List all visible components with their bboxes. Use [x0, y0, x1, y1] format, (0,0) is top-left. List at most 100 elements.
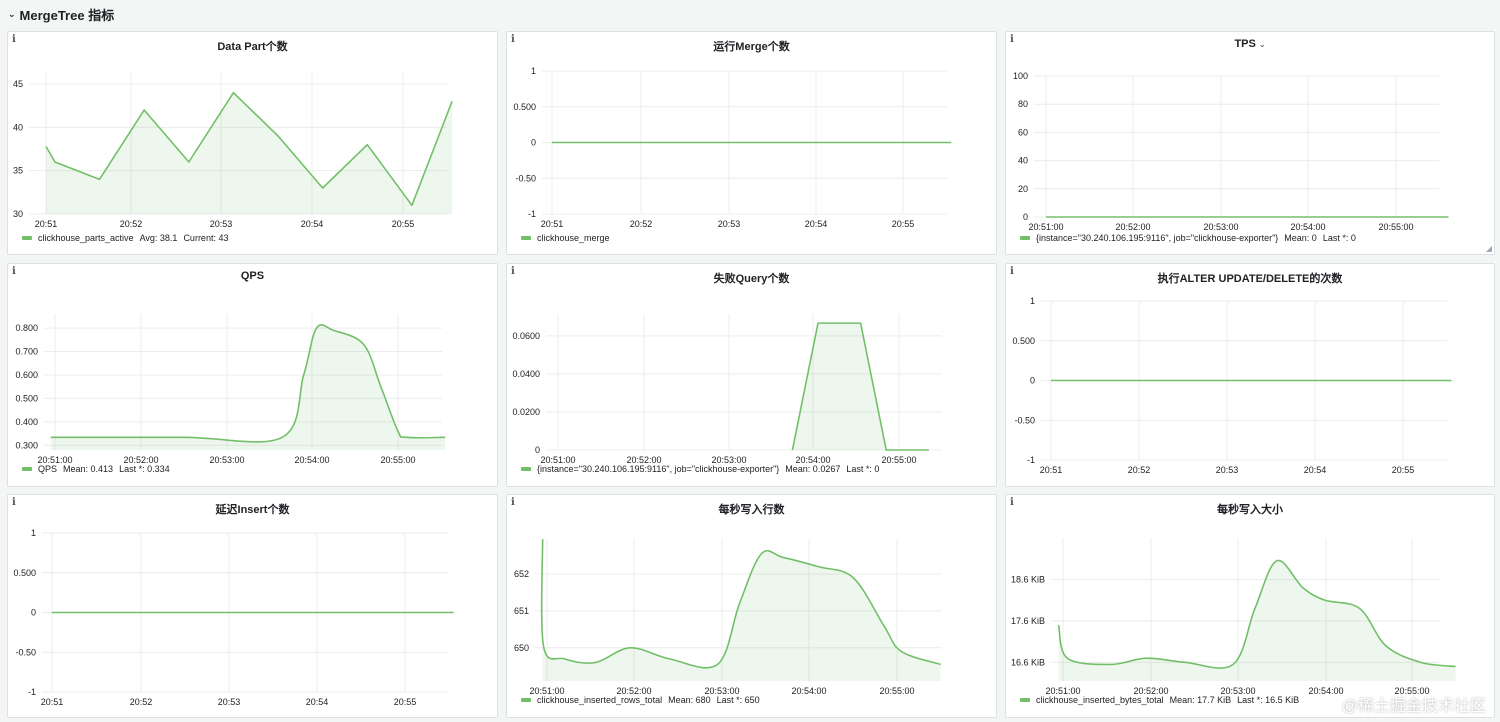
x-tick-label: 20:53:00	[704, 686, 739, 696]
legend-swatch	[521, 467, 531, 471]
y-tick-label: 0.0400	[512, 369, 540, 379]
panel-2[interactable]: i 运行Merge个数 1 0.500 0 -0.50 -1 20:51 20:52 20:53 2…	[506, 31, 997, 255]
y-tick-label: 650	[514, 643, 529, 653]
series-line	[791, 322, 929, 451]
x-tick-label: 20:54:00	[1290, 222, 1325, 232]
y-tick-label: 1	[531, 66, 536, 76]
legend-series-name[interactable]: {instance="30.240.106.195:9116", job="cl…	[1036, 233, 1279, 243]
y-tick-label: 20	[1018, 184, 1028, 194]
legend-series-name[interactable]: clickhouse_parts_active	[38, 233, 134, 243]
legend-stat: Mean: 0.0267	[785, 464, 841, 474]
y-tick-label: 0	[535, 445, 540, 455]
y-tick-label: 0	[31, 608, 36, 618]
panel-8[interactable]: i 每秒写入行数 652 651 650 20:51:00 20:52:00 20:53:00…	[506, 494, 997, 718]
info-icon[interactable]: i	[12, 34, 16, 45]
panel-title[interactable]: 每秒写入行数	[507, 501, 996, 517]
legend-stat: Mean: 680	[668, 695, 711, 705]
x-tick-label: 20:55:00	[879, 686, 914, 696]
series-area	[50, 324, 446, 450]
legend[interactable]: QPS Mean: 0.413 Last *: 0.334	[22, 464, 170, 474]
legend-series-name[interactable]: clickhouse_merge	[537, 233, 610, 243]
panel-9[interactable]: i 每秒写入大小 18.6 KiB 17.6 KiB 16.6 KiB 20:51:00 2…	[1005, 494, 1495, 718]
y-tick-label: 0.500	[513, 102, 536, 112]
panel-title[interactable]: Data Part个数	[8, 38, 497, 54]
legend-swatch	[22, 236, 32, 240]
chart-svg: 1 0.500 0 -0.50 -1 20:51 20:52 20:53 20:54 20:55	[1012, 296, 1452, 475]
y-tick-label: 0.0200	[512, 407, 540, 417]
panel-title[interactable]: TPS ⌄	[1006, 38, 1494, 50]
info-icon[interactable]: i	[1010, 497, 1014, 508]
x-tick-label: 20:54	[306, 697, 329, 707]
panel-6[interactable]: i 执行ALTER UPDATE/DELETE的次数 1 0.500 0 -0.50 -1 2…	[1005, 263, 1495, 487]
panel-4[interactable]: i QPS 0.800 0.700 0.600 0.500 0.400 0.300 20:51:…	[7, 263, 498, 487]
series-line	[50, 324, 446, 443]
x-tick-label: 20:51:00	[1045, 686, 1080, 696]
legend[interactable]: clickhouse_inserted_bytes_total Mean: 17.…	[1020, 695, 1299, 705]
legend-swatch	[521, 698, 531, 702]
legend-series-name[interactable]: clickhouse_inserted_rows_total	[537, 695, 663, 705]
legend-swatch	[1020, 698, 1030, 702]
x-tick-label: 20:52:00	[123, 455, 158, 465]
info-icon[interactable]: i	[511, 34, 515, 45]
legend-series-name[interactable]: {instance="30.240.106.195:9116", job="cl…	[537, 464, 780, 474]
info-icon[interactable]: i	[1010, 34, 1014, 45]
y-tick-label: 80	[1018, 99, 1028, 109]
x-tick-label: 20:52	[120, 219, 143, 229]
y-tick-label: 0	[1030, 376, 1035, 386]
panel-title[interactable]: 延迟Insert个数	[8, 501, 497, 517]
panel-title-text: 运行Merge个数	[713, 41, 790, 53]
x-tick-label: 20:54	[301, 219, 324, 229]
legend-swatch	[22, 467, 32, 471]
chart-svg: 1 0.500 0 -0.50 -1 20:51 20:52 20:53 20:54 20:55	[13, 528, 454, 707]
panel-1[interactable]: i Data Part个数 45 40 35 30 20:51 20:52 20:53 20:54…	[7, 31, 498, 255]
y-tick-label: 17.6 KiB	[1011, 616, 1045, 626]
panel-title[interactable]: 失败Query个数	[507, 270, 996, 286]
y-tick-label: 1	[1030, 296, 1035, 306]
info-icon[interactable]: i	[12, 266, 16, 277]
legend[interactable]: clickhouse_inserted_rows_total Mean: 680 L…	[521, 695, 760, 705]
y-tick-label: 18.6 KiB	[1011, 574, 1045, 584]
panel-title[interactable]: 运行Merge个数	[507, 38, 996, 54]
x-tick-label: 20:54:00	[791, 686, 826, 696]
y-tick-label: 30	[13, 209, 23, 219]
panel-title-text: QPS	[240, 270, 265, 282]
x-tick-label: 20:52:00	[626, 455, 661, 465]
chart-svg: 652 651 650 20:51:00 20:52:00 20:53:00 20:54:0…	[514, 538, 942, 696]
chart-svg: 1 0.500 0 -0.50 -1 20:51 20:52 20:53 20:54 20:55	[513, 66, 952, 229]
x-tick-label: 20:52:00	[616, 686, 651, 696]
y-tick-label: 0.500	[15, 393, 38, 403]
panel-title[interactable]: QPS	[8, 270, 497, 282]
x-tick-label: 20:53	[218, 697, 241, 707]
watermark: @稀土掘金技术社区	[1341, 698, 1486, 715]
panel-5[interactable]: i 失败Query个数 0.0600 0.0400 0.0200 0 20:51:00 20:…	[506, 263, 997, 487]
panel-title-text: 失败Query个数	[713, 273, 790, 285]
chart-svg: 45 40 35 30 20:51 20:52 20:53 20:54 20:55	[13, 71, 453, 229]
panel-3[interactable]: i TPS ⌄ 100 80 60 40 20 0 20:51:00 20:52:00 20:53:0…	[1005, 31, 1495, 255]
legend-series-name[interactable]: clickhouse_inserted_bytes_total	[1036, 695, 1164, 705]
x-tick-label: 20:51:00	[540, 455, 575, 465]
chevron-down-icon[interactable]: ⌄	[1258, 40, 1266, 49]
resize-handle-icon[interactable]: ◢	[1485, 244, 1492, 253]
panel-title[interactable]: 执行ALTER UPDATE/DELETE的次数	[1006, 270, 1494, 286]
legend[interactable]: {instance="30.240.106.195:9116", job="cl…	[1020, 233, 1356, 243]
row-header-mergetree[interactable]: ⌄ MergeTree 指标	[0, 0, 1500, 29]
info-icon[interactable]: i	[12, 497, 16, 508]
panel-title[interactable]: 每秒写入大小	[1006, 501, 1494, 517]
legend[interactable]: clickhouse_parts_active Avg: 38.1 Current:…	[22, 233, 228, 243]
legend[interactable]: {instance="30.240.106.195:9116", job="cl…	[521, 464, 879, 474]
x-tick-label: 20:54	[805, 219, 828, 229]
legend-stat: Last *: 0.334	[119, 464, 170, 474]
info-icon[interactable]: i	[511, 497, 515, 508]
info-icon[interactable]: i	[1010, 266, 1014, 277]
chart-svg: 0.0600 0.0400 0.0200 020:51:00 20:52:00 20:53…	[512, 314, 942, 465]
legend[interactable]: clickhouse_merge	[521, 233, 610, 243]
series-area	[792, 323, 929, 450]
panel-title-text: Data Part个数	[217, 41, 288, 53]
chevron-down-icon[interactable]: ⌄	[8, 9, 16, 19]
x-tick-label: 20:52	[1128, 465, 1151, 475]
panel-title-text: TPS	[1234, 38, 1256, 50]
series-line	[540, 538, 941, 669]
info-icon[interactable]: i	[511, 266, 515, 277]
legend-series-name[interactable]: QPS	[38, 464, 58, 474]
panel-7[interactable]: i 延迟Insert个数 1 0.500 0 -0.50 -1 20:51 20:52 20:53…	[7, 494, 498, 718]
